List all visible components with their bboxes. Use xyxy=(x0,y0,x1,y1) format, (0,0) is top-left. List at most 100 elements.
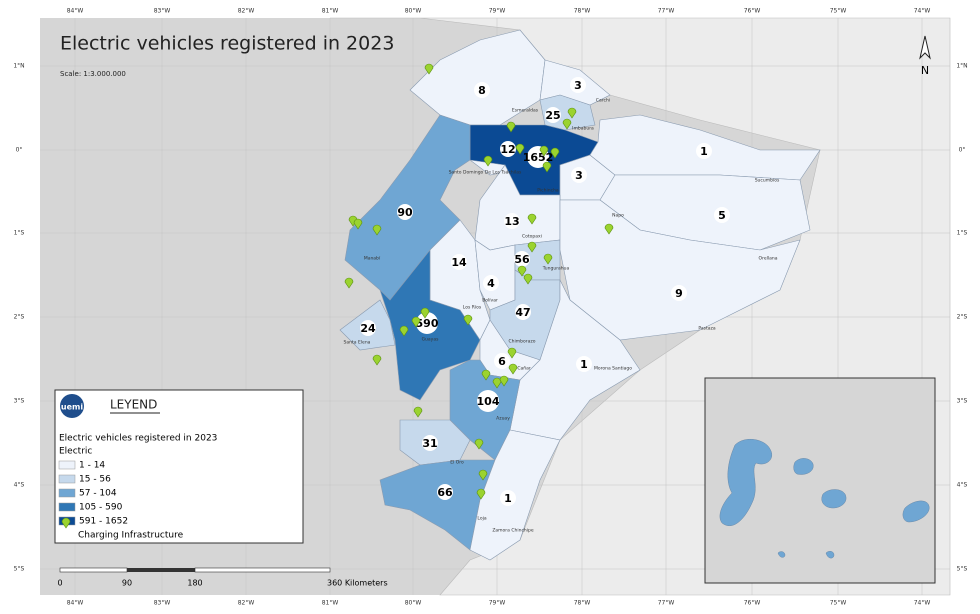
place-name: Tungurahua xyxy=(542,266,570,272)
value-badge xyxy=(494,353,510,369)
province-value: 14 xyxy=(451,256,467,269)
place-name: Napo xyxy=(612,213,624,219)
legend-subtitle: Electric vehicles registered in 2023 xyxy=(59,434,217,444)
value-badge xyxy=(477,390,499,412)
logo xyxy=(60,394,84,418)
value-badge xyxy=(671,285,687,301)
charging-icon xyxy=(507,347,517,359)
legend-swatch xyxy=(58,502,76,512)
charging-icon xyxy=(517,265,527,277)
scale-label: 180 xyxy=(187,579,202,588)
province-value: 25 xyxy=(545,109,560,122)
lon-label: 84°W xyxy=(67,600,84,607)
legend-group: Electric xyxy=(59,447,92,457)
place-name: Azuay xyxy=(496,416,510,422)
charging-icon xyxy=(604,223,614,235)
legend-title: LEYEND xyxy=(110,398,157,412)
place-name: Esmeraldas xyxy=(512,108,539,114)
charging-icon xyxy=(499,375,509,387)
legend-label: 15 - 56 xyxy=(79,475,111,485)
province xyxy=(559,199,801,341)
island xyxy=(793,458,814,475)
province-value: 104 xyxy=(477,395,500,408)
lon-label: 79°W xyxy=(489,8,506,15)
province-value: 1 xyxy=(504,492,512,505)
island xyxy=(821,489,847,509)
charging-icon xyxy=(539,145,549,157)
province-value: 3 xyxy=(575,169,583,182)
lat-label: 0° xyxy=(959,147,966,154)
legend-box xyxy=(54,389,304,544)
charging-icon xyxy=(527,213,537,225)
province-value: 8 xyxy=(478,84,486,97)
place-name: El Oro xyxy=(450,460,464,466)
charging-icon xyxy=(567,107,577,119)
lon-label: 82°W xyxy=(238,600,255,607)
legend: uemi LEYEND Electric vehicles registered… xyxy=(54,389,304,544)
charging-icon xyxy=(411,316,421,328)
place-name: Zamora Chinchipe xyxy=(492,528,534,534)
lat-label: 2°S xyxy=(14,314,25,321)
province-value: 1 xyxy=(700,145,708,158)
charging-icon xyxy=(508,363,518,375)
place-name: Manabí xyxy=(364,255,381,262)
value-badge xyxy=(576,356,592,372)
place-name: Guayas xyxy=(422,337,440,343)
lat-label: 1°N xyxy=(956,63,967,70)
charging-icon xyxy=(543,253,553,265)
value-badge xyxy=(422,435,438,451)
island xyxy=(719,438,772,527)
lat-label: 0° xyxy=(16,147,23,154)
place-name: Santa Elena xyxy=(344,340,371,346)
charging-icon xyxy=(399,325,409,337)
legend-charging: Charging Infrastructure xyxy=(78,531,184,541)
value-badge xyxy=(397,204,413,220)
lon-label: 78°W xyxy=(574,600,591,607)
charging-icon xyxy=(372,224,382,236)
charging-icon xyxy=(481,369,491,381)
lon-label: 79°W xyxy=(489,600,506,607)
charging-icon xyxy=(61,517,71,529)
value-badge xyxy=(696,143,712,159)
scale-label: 360 Kilometers xyxy=(327,579,388,588)
place-name: Carchi xyxy=(596,98,610,104)
charging-icon xyxy=(476,488,486,500)
province-value: 13 xyxy=(504,215,519,228)
charging-icon xyxy=(550,147,560,159)
scale-seg xyxy=(59,567,128,573)
legend-label: 1 - 14 xyxy=(79,461,105,471)
lat-label: 5°S xyxy=(14,566,25,573)
value-badge xyxy=(570,77,586,93)
logo-text: uemi xyxy=(61,403,83,412)
province-value: 12 xyxy=(500,143,515,156)
value-badge xyxy=(500,490,516,506)
title: Electric vehicles registered in 2023 xyxy=(60,33,394,55)
value-badge xyxy=(515,304,531,320)
lat-label: 5°S xyxy=(957,566,968,573)
north-arrow-shape xyxy=(919,35,931,60)
lat-label: 4°S xyxy=(14,482,25,489)
place-name: Orellana xyxy=(759,256,778,262)
lon-label: 83°W xyxy=(154,8,171,15)
lat-label: 3°S xyxy=(14,398,25,405)
lon-label: 74°W xyxy=(914,600,931,607)
value-badge xyxy=(360,320,376,336)
province-value: 47 xyxy=(515,306,530,319)
place-name: Sucumbíos xyxy=(755,177,780,184)
charging-icon xyxy=(523,273,533,285)
charging-icon xyxy=(424,63,434,75)
lat-label: 3°S xyxy=(957,398,968,405)
lon-label: 82°W xyxy=(238,8,255,15)
place-name: Pastaza xyxy=(698,326,715,332)
province-value: 4 xyxy=(487,277,495,290)
charging-icon xyxy=(506,121,516,133)
scale-text: Scale: 1:3.000.000 xyxy=(60,70,126,78)
charging-icon xyxy=(542,161,552,173)
province-value: 9 xyxy=(675,287,683,300)
value-badge xyxy=(571,167,587,183)
island xyxy=(902,500,930,523)
lon-label: 75°W xyxy=(830,600,847,607)
place-name: Cañar xyxy=(517,366,531,372)
legend-classes: 1 - 14 15 - 56 57 - 104 105 - 590 591 - 1652 xyxy=(58,461,128,527)
